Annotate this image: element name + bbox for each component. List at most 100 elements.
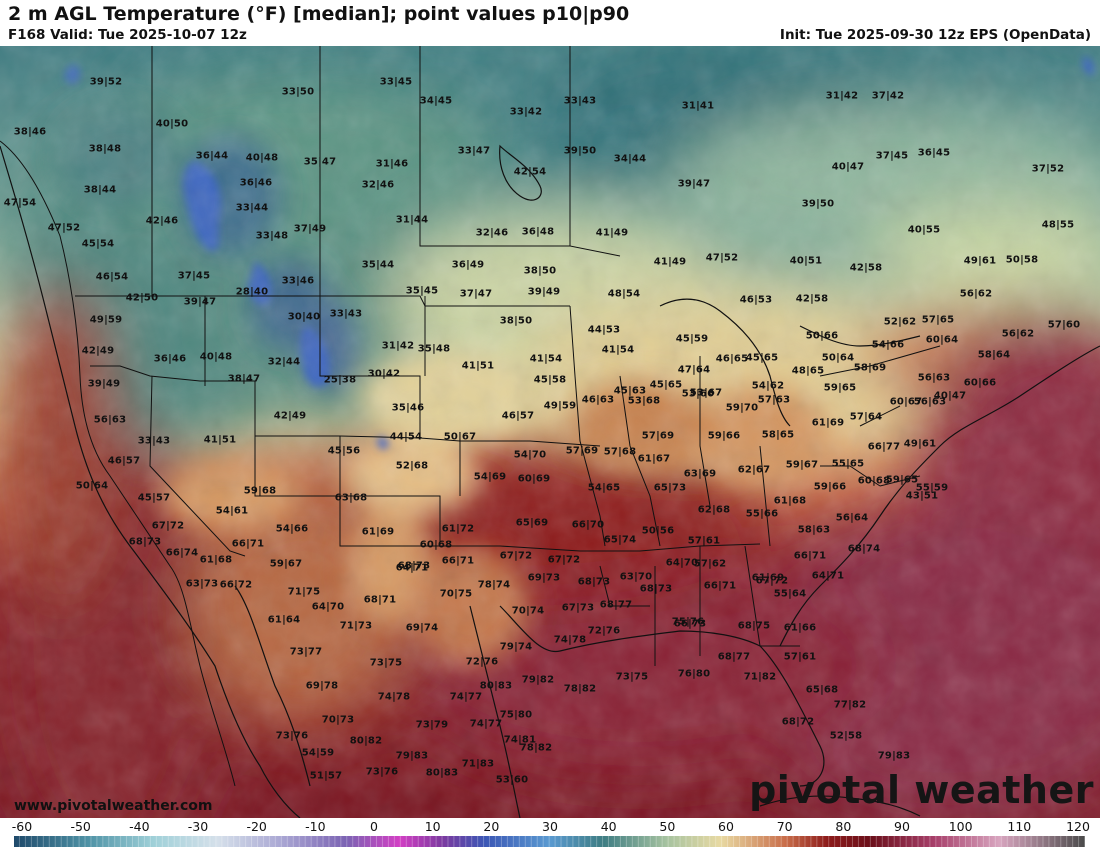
point-value-label: 40|55 <box>907 224 941 236</box>
point-value-label: 80|83 <box>425 767 459 779</box>
point-value-label: 54|66 <box>871 339 905 351</box>
point-value-label: 33|43 <box>137 435 171 447</box>
point-value-label: 44|54 <box>389 431 423 443</box>
point-value-label: 63|73 <box>185 578 219 590</box>
point-value-label: 76|80 <box>677 668 711 680</box>
point-value-label: 71|73 <box>339 620 373 632</box>
point-value-label: 33|45 <box>379 76 413 88</box>
point-value-label: 56|62 <box>959 288 993 300</box>
point-value-label: 73|79 <box>415 719 449 731</box>
point-value-label: 54|66 <box>275 523 309 535</box>
point-value-label: 57|61 <box>687 535 721 547</box>
point-value-label: 39|49 <box>87 378 121 390</box>
point-value-label: 33|43 <box>329 308 363 320</box>
point-value-label: 32|46 <box>475 227 509 239</box>
point-value-label: 67|73 <box>561 602 595 614</box>
point-value-label: 45|65 <box>745 352 779 364</box>
point-value-label: 61|69 <box>361 526 395 538</box>
colorbar-tick-label: -40 <box>129 819 150 834</box>
point-value-label: 47|52 <box>705 252 739 264</box>
point-value-label: 42|49 <box>273 410 307 422</box>
point-value-label: 68|73 <box>577 576 611 588</box>
point-value-label: 74|81 <box>503 734 537 746</box>
point-value-label: 33|46 <box>281 275 315 287</box>
point-value-label: 59|68 <box>243 485 277 497</box>
point-value-label: 41|51 <box>461 360 495 372</box>
point-value-label: 70|73 <box>321 714 355 726</box>
point-value-label: 36|49 <box>451 259 485 271</box>
point-value-label: 67|72 <box>547 554 581 566</box>
point-value-label: 36|45 <box>917 147 951 159</box>
point-value-label: 46|65 <box>715 353 749 365</box>
point-value-label: 56|63 <box>917 372 951 384</box>
point-value-label: 45|58 <box>533 374 567 386</box>
point-value-label: 71|82 <box>743 671 777 683</box>
point-value-label: 68|73 <box>128 536 162 548</box>
point-value-label: 31|44 <box>395 214 429 226</box>
colorbar-tick-label: 40 <box>600 819 617 834</box>
colorbar-ticks: -60 -50 -40 -30 -20 -10 0 10 20 30 40 50 60 70 80 90 100… <box>0 819 1100 835</box>
point-value-label: 66|71 <box>793 550 827 562</box>
point-value-label: 66|72 <box>219 579 253 591</box>
point-value-label: 39|50 <box>563 145 597 157</box>
point-value-label: 30|42 <box>367 368 401 380</box>
point-value-label: 72|76 <box>587 625 621 637</box>
point-value-label: 32|44 <box>267 356 301 368</box>
point-value-label: 42|49 <box>81 345 115 357</box>
colorbar-tick-label: -10 <box>305 819 326 834</box>
point-value-label: 33|43 <box>563 95 597 107</box>
point-value-label: 57|65 <box>921 314 955 326</box>
point-value-label: 66|77 <box>867 441 901 453</box>
point-value-label: 59|65 <box>885 474 919 486</box>
point-value-label: 68|74 <box>847 543 881 555</box>
point-value-label: 68|71 <box>363 594 397 606</box>
point-value-label: 64|71 <box>811 570 845 582</box>
point-value-label: 56|63 <box>93 414 127 426</box>
point-value-label: 35|45 <box>405 285 439 297</box>
point-value-label: 31|42 <box>381 340 415 352</box>
point-value-label: 57|69 <box>641 430 675 442</box>
colorbar-tick-label: -30 <box>187 819 209 834</box>
point-value-label: 42|46 <box>145 215 179 227</box>
point-value-label: 74|77 <box>449 691 483 703</box>
point-value-label: 30|40 <box>287 311 321 323</box>
point-value-label: 54|65 <box>587 482 621 494</box>
point-value-label: 60|68 <box>857 475 891 487</box>
point-value-label: 79|82 <box>521 674 555 686</box>
point-value-label: 39|52 <box>89 76 123 88</box>
point-value-label: 57|62 <box>693 558 727 570</box>
point-value-label: 56|63 <box>913 396 947 408</box>
colorbar-tick-label: -20 <box>246 819 267 834</box>
point-value-label: 66|71 <box>231 538 265 550</box>
point-value-label: 59|66 <box>813 481 847 493</box>
point-value-label: 63|68 <box>334 492 368 504</box>
colorbar-tick-label: 100 <box>948 819 973 834</box>
point-value-label: 42|58 <box>795 293 829 305</box>
point-value-label: 33|50 <box>281 86 315 98</box>
website-url[interactable]: www.pivotalweather.com <box>14 798 213 814</box>
point-value-label: 42|58 <box>849 262 883 274</box>
point-value-label: 60|66 <box>963 377 997 389</box>
map-title: 2 m AGL Temperature (°F) [median]; point… <box>8 3 630 25</box>
point-value-label: 65|74 <box>603 534 637 546</box>
point-value-label: 58|69 <box>853 362 887 374</box>
point-value-label: 33|44 <box>235 202 269 214</box>
point-value-label: 57|61 <box>783 651 817 663</box>
point-value-label: 60|69 <box>517 473 551 485</box>
point-value-label: 69|74 <box>405 622 439 634</box>
point-value-label: 31|42 <box>825 90 859 102</box>
point-value-label: 59|67 <box>269 558 303 570</box>
point-value-label: 80|83 <box>479 680 513 692</box>
point-value-label: 65|68 <box>805 684 839 696</box>
point-value-label: 37|45 <box>875 150 909 162</box>
point-value-label: 78|74 <box>477 579 511 591</box>
colorbar-tick-label: -50 <box>70 819 91 834</box>
point-value-label: 37|42 <box>871 90 905 102</box>
point-value-label: 50|56 <box>641 525 675 537</box>
point-value-label: 69|73 <box>527 572 561 584</box>
point-value-label: 72|76 <box>465 656 499 668</box>
colorbar-tick-label: 70 <box>776 819 793 834</box>
point-value-label: 61|67 <box>637 453 671 465</box>
point-value-label: 53|66 <box>681 388 715 400</box>
point-value-label: 40|50 <box>155 118 189 130</box>
